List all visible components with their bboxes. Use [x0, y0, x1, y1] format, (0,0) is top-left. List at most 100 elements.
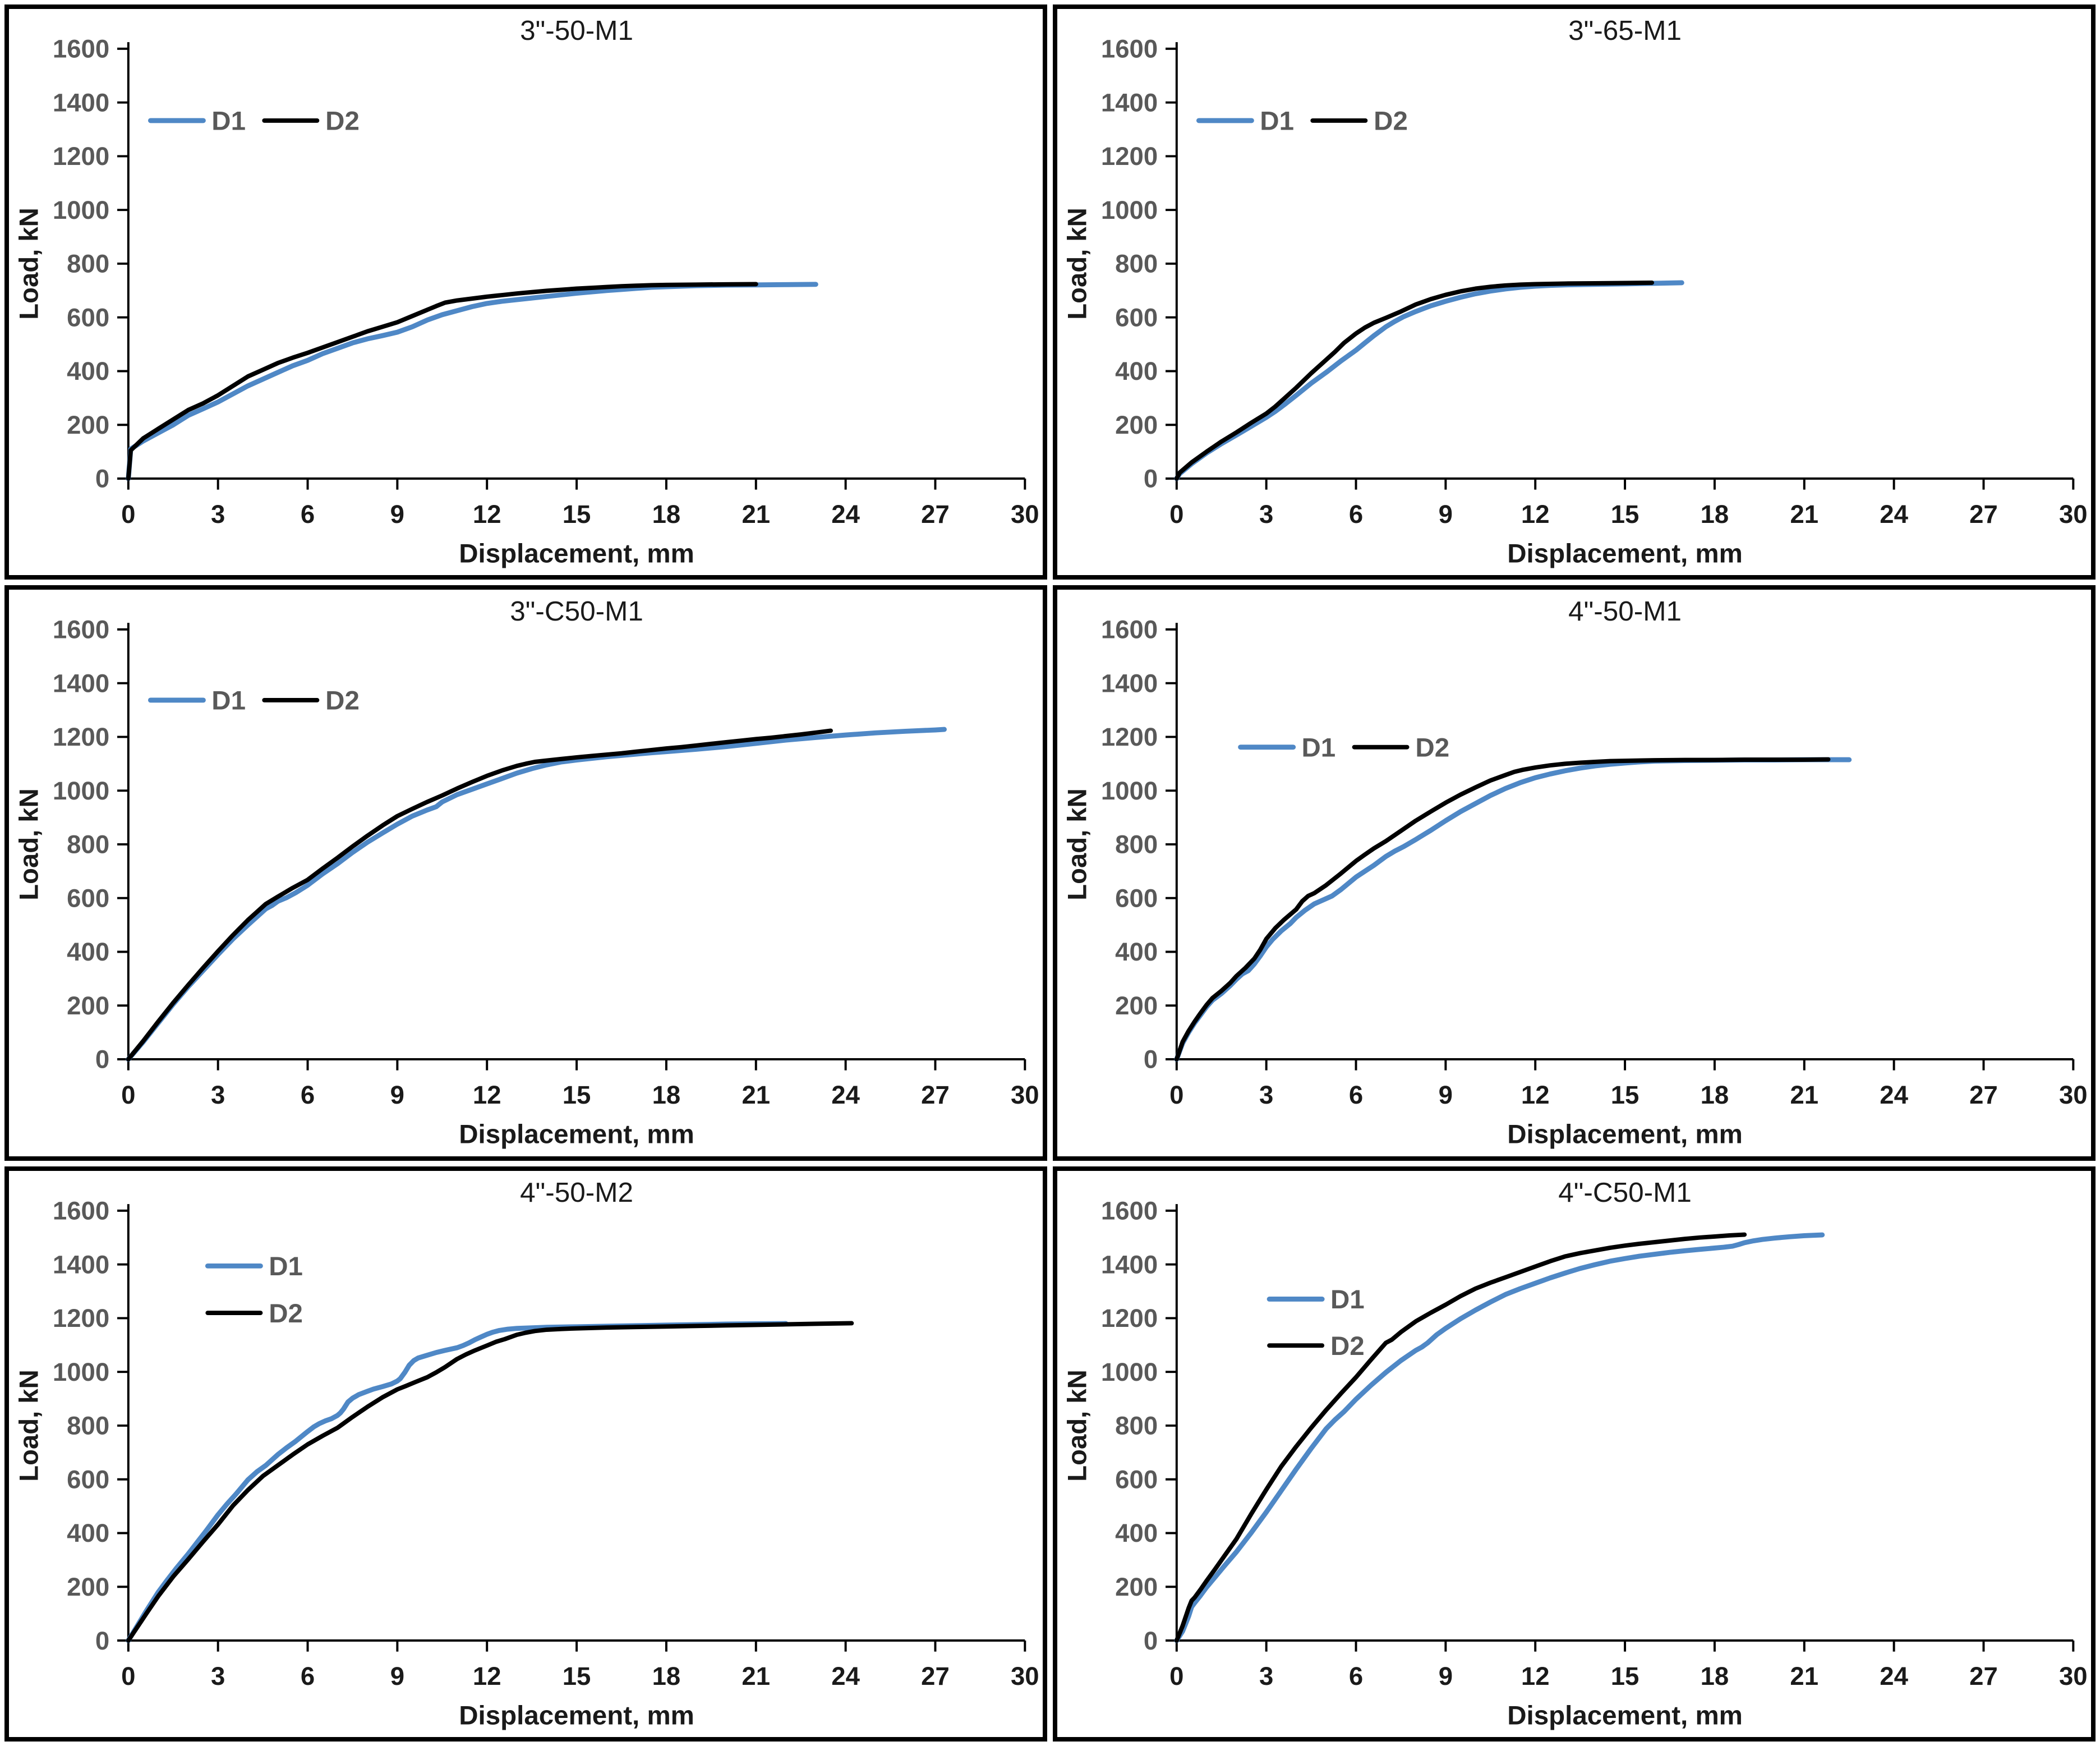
x-axis-tick-label: 21 — [1790, 500, 1818, 529]
x-axis-tick-label: 0 — [121, 500, 135, 529]
chart-canvas-4in-C50-M1: 4"-C50-M1 0 200 400 600 800 1000 1200 1400 1600 0 3… — [1062, 1177, 2088, 1730]
legend-label-D2: D2 — [269, 1299, 303, 1329]
x-axis-tick-label: 6 — [301, 1081, 315, 1109]
x-axis-tick-label: 3 — [1259, 1081, 1273, 1109]
y-axis-tick-label: 1200 — [53, 723, 109, 752]
x-axis-tick-label: 9 — [390, 1662, 404, 1690]
chart-panel-3in-C50-M1: 3"-C50-M1 0 200 400 600 800 1000 1200 1400 1600 0 3… — [4, 585, 1047, 1161]
x-axis-tick-label: 6 — [1349, 1662, 1363, 1690]
x-axis-title: Displacement, mm — [459, 539, 694, 569]
x-axis-tick-label: 30 — [2059, 1662, 2088, 1690]
x-axis-tick-label: 15 — [563, 1662, 591, 1690]
x-axis-tick-label: 21 — [742, 500, 770, 529]
y-axis-tick-label: 200 — [67, 411, 109, 439]
series-line-D1 — [126, 727, 947, 1062]
x-axis-tick-label: 9 — [1439, 1662, 1453, 1690]
x-axis-tick-label: 21 — [1790, 1662, 1818, 1690]
series-line-D2 — [126, 728, 833, 1062]
x-axis-tick-label: 0 — [1169, 1081, 1183, 1109]
x-axis-tick-label: 24 — [1880, 1081, 1908, 1109]
x-axis-title: Displacement, mm — [459, 1120, 694, 1150]
y-axis-tick-label: 200 — [67, 1573, 109, 1601]
chart-panel-3in-65-M1: 3"-65-M1 0 200 400 600 800 1000 1200 1400 1600 0 3 6… — [1053, 4, 2096, 580]
chart-title: 3"-50-M1 — [520, 15, 633, 46]
y-axis-title: Load, kN — [14, 1370, 44, 1482]
y-axis-title: Load, kN — [14, 789, 44, 901]
series-line-D1 — [1174, 280, 1684, 481]
y-axis-tick-label: 1200 — [1101, 723, 1158, 752]
y-axis-tick-label: 1200 — [53, 1304, 109, 1333]
x-axis-tick-label: 15 — [1611, 500, 1640, 529]
chart-title: 3"-65-M1 — [1568, 15, 1682, 46]
y-axis-title: Load, kN — [1062, 1370, 1092, 1482]
legend-label-D2: D2 — [325, 686, 360, 716]
series-line-D1 — [1174, 1232, 1825, 1643]
y-axis-tick-label: 0 — [1144, 1626, 1158, 1655]
y-axis-tick-label: 1000 — [53, 1358, 109, 1386]
series-line-D2 — [1174, 757, 1831, 1062]
y-axis-tick-label: 1000 — [1101, 1358, 1158, 1386]
x-axis-title: Displacement, mm — [459, 1701, 694, 1730]
y-axis-tick-label: 1400 — [53, 89, 109, 117]
x-axis-tick-label: 6 — [1349, 500, 1363, 529]
chart-title: 3"-C50-M1 — [510, 596, 643, 627]
y-axis-title: Load, kN — [14, 208, 44, 320]
y-axis-tick-label: 1600 — [1101, 35, 1158, 63]
y-axis-tick-label: 1000 — [53, 196, 109, 224]
y-axis-tick-label: 200 — [1115, 1573, 1158, 1601]
y-axis-tick-label: 0 — [1144, 465, 1158, 493]
x-axis-tick-label: 0 — [1169, 1662, 1183, 1690]
y-axis-tick-label: 0 — [1144, 1045, 1158, 1074]
x-axis-tick-label: 3 — [1259, 1662, 1273, 1690]
x-axis-tick-label: 12 — [1521, 500, 1550, 529]
y-axis-tick-label: 1600 — [53, 615, 109, 644]
y-axis-tick-label: 800 — [67, 250, 109, 278]
legend-label-D1: D1 — [211, 107, 246, 136]
chart-canvas-3in-65-M1: 3"-65-M1 0 200 400 600 800 1000 1200 1400 1600 0 3 6… — [1062, 15, 2087, 568]
y-axis-tick-label: 1600 — [53, 1196, 109, 1225]
y-axis-tick-label: 800 — [1115, 830, 1158, 859]
chart-title: 4"-50-M2 — [520, 1177, 633, 1208]
y-axis-tick-label: 1000 — [1101, 776, 1158, 805]
x-axis-tick-label: 3 — [211, 500, 225, 529]
y-axis-tick-label: 1200 — [53, 142, 109, 171]
x-axis-tick-label: 18 — [652, 500, 681, 529]
legend-label-D2: D2 — [1330, 1331, 1365, 1361]
x-axis-tick-label: 21 — [742, 1081, 770, 1109]
x-axis-tick-label: 9 — [390, 500, 404, 529]
x-axis-tick-label: 12 — [1521, 1081, 1550, 1109]
y-axis-tick-label: 400 — [67, 938, 109, 967]
x-axis-tick-label: 12 — [473, 1081, 501, 1109]
chart-title: 4"-50-M1 — [1568, 596, 1682, 627]
y-axis-tick-label: 800 — [67, 1411, 109, 1440]
y-axis-tick-label: 1000 — [1101, 196, 1158, 224]
legend-label-D1: D1 — [211, 686, 246, 716]
y-axis-tick-label: 1000 — [53, 776, 109, 805]
y-axis-tick-label: 1600 — [1101, 615, 1158, 644]
series-line-D1 — [126, 1321, 789, 1643]
x-axis-tick-label: 18 — [1701, 500, 1729, 529]
x-axis-tick-label: 27 — [1969, 1662, 1998, 1690]
y-axis-tick-label: 600 — [1115, 304, 1158, 332]
y-axis-tick-label: 400 — [1115, 1519, 1158, 1547]
x-axis-tick-label: 6 — [1349, 1081, 1363, 1109]
y-axis-tick-label: 400 — [1115, 938, 1158, 967]
legend-label-D1: D1 — [1260, 107, 1294, 136]
x-axis-tick-label: 9 — [390, 1081, 404, 1109]
x-axis-tick-label: 3 — [211, 1081, 225, 1109]
y-axis-tick-label: 800 — [1115, 250, 1158, 278]
x-axis-tick-label: 30 — [1011, 1081, 1039, 1109]
chart-canvas-4in-50-M2: 4"-50-M2 0 200 400 600 800 1000 1200 1400 1600 0 3 6… — [14, 1177, 1039, 1730]
chart-panel-4in-C50-M1: 4"-C50-M1 0 200 400 600 800 1000 1200 1400 1600 0 3… — [1053, 1166, 2096, 1742]
x-axis-tick-label: 21 — [742, 1662, 770, 1690]
y-axis-tick-label: 600 — [67, 1465, 109, 1494]
x-axis-tick-label: 18 — [652, 1081, 681, 1109]
chart-title: 4"-C50-M1 — [1558, 1177, 1692, 1208]
x-axis-tick-label: 27 — [921, 1081, 950, 1109]
x-axis-tick-label: 0 — [121, 1662, 135, 1690]
legend-label-D1: D1 — [269, 1252, 303, 1281]
x-axis-tick-label: 24 — [831, 1662, 860, 1690]
y-axis-tick-label: 1400 — [53, 669, 109, 698]
y-axis-tick-label: 1600 — [1101, 1196, 1158, 1225]
